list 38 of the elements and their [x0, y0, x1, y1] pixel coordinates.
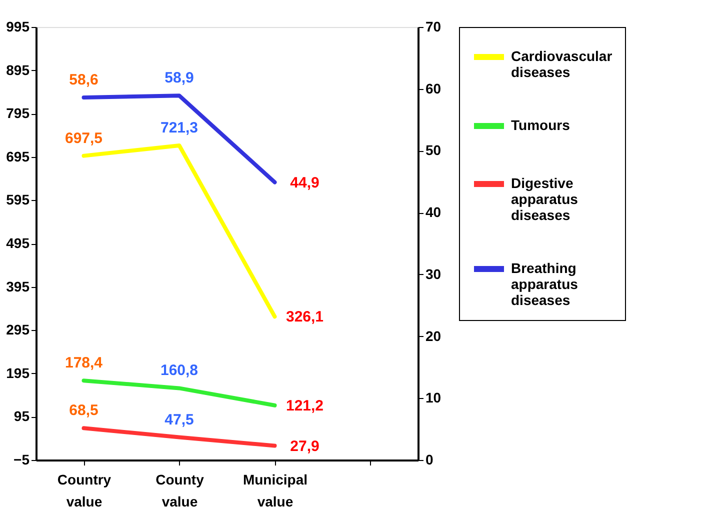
data-label: 68,5: [69, 402, 98, 420]
y2-tick-label: 60: [426, 80, 442, 96]
data-label: 27,9: [290, 438, 320, 455]
y2-tick-label: 50: [426, 142, 442, 158]
y2-tick-label: 30: [426, 266, 442, 282]
y-tick-label: 695: [6, 148, 30, 164]
data-label: 160,8: [160, 362, 198, 380]
x-tick-label: Country value: [57, 472, 112, 508]
data-label: 326,1: [286, 308, 324, 326]
y2-tick-label: 10: [426, 390, 442, 406]
legend-label: Breathing apparatus diseases: [511, 260, 578, 308]
y-tick-label: 995: [6, 18, 30, 34]
y-tick-label: 595: [6, 192, 30, 208]
y2-tick-label: 40: [426, 204, 442, 220]
y-tick-label: 195: [6, 364, 30, 381]
y-tick-label: 295: [6, 322, 30, 338]
y-tick-label: 395: [6, 278, 30, 294]
y2-tick-label: 20: [426, 328, 442, 344]
data-label: 697,5: [64, 130, 103, 147]
y-tick-label: 895: [6, 62, 30, 78]
data-label: 44,9: [290, 174, 320, 192]
y-tick-label: 495: [6, 235, 30, 251]
data-label: 58,9: [164, 70, 194, 87]
data-label: 47,5: [164, 411, 194, 428]
y-tick-label: 95: [14, 408, 30, 424]
legend-label: Cardiovascular diseases: [511, 48, 613, 80]
data-label: 178,4: [64, 354, 104, 372]
y-tick-label: 795: [6, 105, 30, 122]
y2-tick-label: 70: [426, 18, 442, 34]
data-label: 721,3: [160, 120, 198, 137]
data-label: 58,6: [69, 72, 98, 89]
legend-label: Tumours: [511, 117, 570, 133]
data-label: 121,2: [286, 397, 324, 414]
y2-tick-label: 0: [426, 452, 434, 468]
y-tick-label: −5: [14, 452, 30, 468]
legend-label: Digestive apparatus diseases: [511, 175, 578, 223]
x-tick-label: Municipal value: [242, 472, 308, 508]
x-tick-label: County value: [156, 472, 204, 508]
